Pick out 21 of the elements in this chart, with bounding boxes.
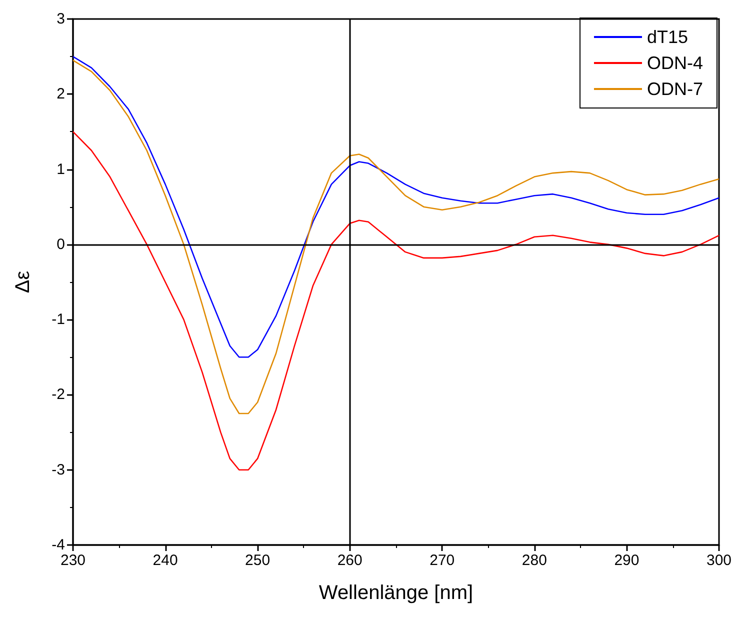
- x-tick-label: 260: [337, 552, 362, 569]
- legend-label: ODN-4: [646, 53, 704, 73]
- x-tick-label: 270: [430, 552, 455, 569]
- x-axis-title: Wellenlänge [nm]: [318, 582, 474, 604]
- x-tick-label: 290: [614, 552, 640, 569]
- y-tick-label: 0: [56, 236, 65, 253]
- x-tick-label: 300: [706, 552, 732, 569]
- x-tick-label: 230: [60, 552, 86, 569]
- y-tick-label: -3: [52, 461, 65, 478]
- x-tick-label: 280: [522, 552, 547, 569]
- y-tick-label: -2: [52, 386, 65, 404]
- y-tick-label: -1: [52, 311, 65, 328]
- x-tick-label: 240: [152, 552, 178, 569]
- x-tick-label: 250: [245, 552, 270, 569]
- legend-label: dT15: [646, 27, 688, 47]
- y-tick-label: 2: [56, 86, 65, 103]
- y-tick-label: 1: [56, 160, 65, 178]
- legend-label: ODN-7: [646, 79, 704, 99]
- y-tick-label: 3: [56, 10, 65, 28]
- y-axis-title: Δε: [12, 270, 34, 294]
- y-tick-label: -4: [52, 536, 65, 554]
